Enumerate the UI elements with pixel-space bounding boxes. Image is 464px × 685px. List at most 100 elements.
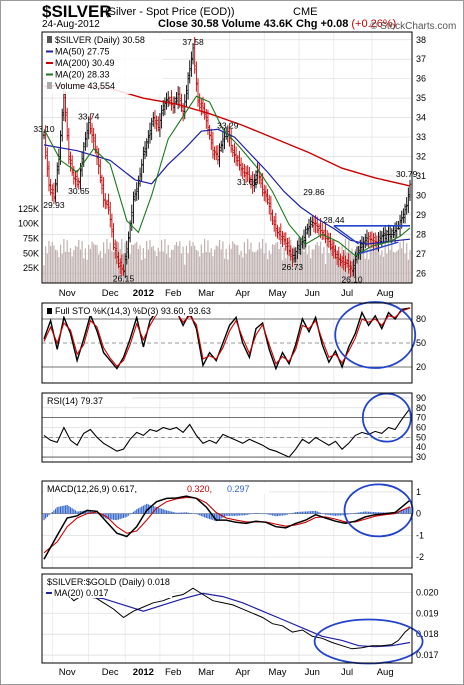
volume-bar bbox=[371, 248, 373, 283]
rsi-tick-80: 80 bbox=[416, 403, 426, 413]
volume-bar bbox=[154, 250, 156, 283]
macd-hist-bar bbox=[107, 513, 110, 520]
macd-hist-bar bbox=[258, 513, 260, 514]
price-bar bbox=[118, 258, 122, 275]
macd-hist-bar bbox=[175, 512, 178, 514]
volume-bar bbox=[288, 249, 290, 283]
volume-bar bbox=[266, 259, 269, 283]
price-bar bbox=[210, 128, 213, 150]
price-bar bbox=[158, 113, 162, 138]
price-bar bbox=[171, 96, 175, 114]
chg-pct: (+0.26%) bbox=[351, 18, 397, 30]
price-bar bbox=[57, 148, 61, 175]
volume-bar bbox=[127, 250, 130, 283]
macd-hist-bar bbox=[136, 509, 138, 514]
volume-bar bbox=[207, 240, 209, 283]
price-bar bbox=[297, 237, 301, 254]
volume-bar bbox=[88, 244, 90, 283]
price-bar bbox=[382, 227, 385, 244]
volume-bar bbox=[303, 251, 305, 283]
price-bar bbox=[292, 248, 296, 263]
macd-hist-bar bbox=[305, 511, 307, 514]
volume-bar bbox=[372, 241, 375, 283]
macd-tick-1: 1 bbox=[416, 487, 421, 497]
macd-hist-bar bbox=[268, 513, 270, 515]
price-bar bbox=[271, 209, 274, 226]
macd-hist-bar bbox=[210, 513, 212, 520]
macd-hist-bar bbox=[109, 513, 111, 520]
price-bar bbox=[299, 238, 302, 255]
price-tick-38: 38 bbox=[416, 35, 426, 45]
macd-hist-bar bbox=[369, 511, 371, 514]
macd-hist-bar bbox=[331, 513, 333, 516]
price-bar bbox=[385, 229, 389, 244]
rsi-legend: RSI(14) 79.37 bbox=[47, 396, 103, 406]
price-bar bbox=[180, 93, 183, 112]
macd-hist-bar bbox=[48, 513, 50, 516]
chg-label: Chg bbox=[296, 18, 318, 30]
price-legend-4: Volume 43,554 bbox=[55, 81, 115, 91]
volume-bar bbox=[98, 254, 100, 283]
price-bar bbox=[317, 223, 321, 236]
volume-bar bbox=[66, 240, 68, 283]
ratio-ma-legend: MA(20) 0.017 bbox=[54, 588, 109, 598]
price-panel-border bbox=[41, 31, 413, 284]
volume-bar bbox=[374, 243, 376, 283]
macd-hist-bar bbox=[371, 511, 373, 514]
price-bar bbox=[130, 204, 133, 231]
rsi-line bbox=[43, 408, 411, 458]
macd-hist-bar bbox=[126, 513, 128, 517]
volume-tick-50K: 50K bbox=[23, 248, 39, 258]
stochastic-panel: 20 50 80 Full STO %K(14,3) %D(3) 93.60, 93.… bbox=[41, 301, 426, 384]
volume-bar bbox=[392, 251, 395, 283]
macd-hist-bar bbox=[187, 512, 189, 514]
volume-bar bbox=[93, 243, 95, 283]
price-bar bbox=[75, 169, 79, 188]
volume-bar bbox=[204, 238, 206, 283]
price-bar bbox=[238, 150, 241, 171]
volume-bar bbox=[238, 254, 241, 283]
price-bar bbox=[383, 226, 387, 243]
volume-bar bbox=[79, 249, 82, 283]
macd-hist-bar bbox=[122, 513, 125, 518]
macd-hist-bar bbox=[407, 507, 409, 514]
macd-hist-bar bbox=[252, 513, 254, 515]
price-bar bbox=[54, 178, 57, 203]
price-bar bbox=[61, 108, 64, 142]
chart-date: 24-Aug-2012 bbox=[42, 19, 100, 30]
volume-bar bbox=[83, 258, 85, 283]
macd-hist-bar bbox=[265, 513, 267, 515]
volume-bar bbox=[334, 246, 337, 283]
volume-bar bbox=[253, 252, 255, 283]
price-annotation-8: 26.73 bbox=[282, 262, 304, 272]
volume-bar bbox=[271, 244, 274, 283]
price-bar bbox=[347, 253, 350, 274]
macd-hist-bar bbox=[202, 513, 204, 517]
volume-bar bbox=[169, 257, 171, 283]
price-bar bbox=[74, 170, 77, 188]
trend-line bbox=[333, 225, 360, 245]
price-bar bbox=[196, 78, 200, 107]
macd-hist-bar bbox=[263, 513, 265, 515]
volume-bar bbox=[54, 249, 57, 283]
volume-bar bbox=[333, 241, 335, 283]
sto-d-line bbox=[43, 307, 411, 367]
price-legend-3: MA(20) 28.33 bbox=[55, 70, 110, 80]
price-tick-30: 30 bbox=[416, 190, 426, 200]
volume-bar bbox=[242, 257, 244, 283]
price-tick-37: 37 bbox=[416, 54, 426, 64]
price-bar bbox=[110, 213, 114, 238]
price-bar bbox=[344, 255, 347, 272]
macd-hist-bar bbox=[45, 513, 47, 519]
price-bar bbox=[120, 254, 124, 276]
volume-bar bbox=[91, 241, 93, 283]
volume-bar bbox=[215, 245, 217, 283]
price-annotation-3: 33.74 bbox=[78, 112, 100, 122]
sto-panel-border bbox=[41, 302, 413, 384]
volume-value: 43.6K bbox=[263, 18, 293, 30]
price-annotation-1: 29.93 bbox=[43, 200, 65, 210]
macd-hist-bar bbox=[321, 513, 323, 514]
macd-hist-bar bbox=[233, 513, 236, 516]
price-tick-28: 28 bbox=[416, 229, 426, 239]
price-bar bbox=[289, 245, 292, 261]
